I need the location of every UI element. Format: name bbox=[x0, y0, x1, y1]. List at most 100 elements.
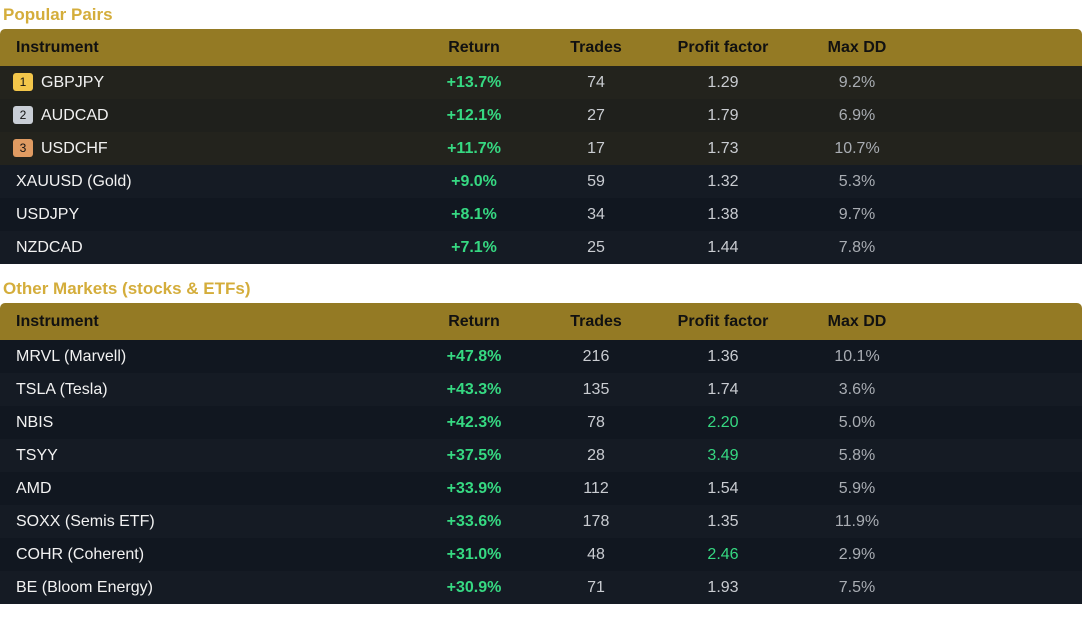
instrument-name: NZDCAD bbox=[16, 239, 83, 256]
profit-factor-cell: 1.38 bbox=[707, 206, 739, 223]
instrument-cell: 3 USDCHF bbox=[13, 132, 108, 165]
instrument-name: MRVL (Marvell) bbox=[16, 348, 127, 365]
max-dd-cell: 10.7% bbox=[834, 140, 880, 157]
profit-factor-cell: 3.49 bbox=[707, 447, 739, 464]
max-dd-cell: 9.7% bbox=[838, 206, 876, 223]
return-cell: +47.8% bbox=[446, 348, 502, 365]
profit-factor-cell: 2.20 bbox=[707, 414, 739, 431]
instrument-name: USDJPY bbox=[16, 206, 80, 223]
max-dd-cell: 7.8% bbox=[838, 239, 876, 256]
return-cell: +37.5% bbox=[446, 447, 502, 464]
max-dd-cell: 7.5% bbox=[838, 579, 876, 596]
table-row[interactable]: NZDCAD +7.1% 25 1.44 7.8% bbox=[0, 231, 1082, 264]
instrument-name: GBPJPY bbox=[41, 74, 105, 91]
header-trades[interactable]: Trades bbox=[570, 39, 622, 56]
return-cell: +9.0% bbox=[451, 173, 497, 190]
instrument-cell: 1 GBPJPY bbox=[13, 66, 104, 99]
return-cell: +7.1% bbox=[451, 239, 497, 256]
table-row[interactable]: BE (Bloom Energy) +30.9% 71 1.93 7.5% bbox=[0, 571, 1082, 604]
header-max-dd[interactable]: Max DD bbox=[827, 39, 887, 56]
header-instrument[interactable]: Instrument bbox=[16, 313, 99, 330]
table-row[interactable]: XAUUSD (Gold) +9.0% 59 1.32 5.3% bbox=[0, 165, 1082, 198]
header-max-dd[interactable]: Max DD bbox=[827, 313, 887, 330]
rank-badge: 2 bbox=[13, 106, 33, 124]
max-dd-cell: 10.1% bbox=[834, 348, 880, 365]
trades-cell: 112 bbox=[583, 480, 609, 497]
profit-factor-cell: 1.32 bbox=[707, 173, 739, 190]
popular-pairs-table: Instrument Return Trades Profit factor M… bbox=[0, 29, 1082, 264]
max-dd-cell: 9.2% bbox=[838, 74, 876, 91]
table-row[interactable]: 2 AUDCAD +12.1% 27 1.79 6.9% bbox=[0, 99, 1082, 132]
max-dd-cell: 5.8% bbox=[838, 447, 876, 464]
profit-factor-cell: 1.29 bbox=[707, 74, 739, 91]
max-dd-cell: 5.3% bbox=[838, 173, 876, 190]
table-header: Instrument Return Trades Profit factor M… bbox=[0, 303, 1082, 340]
max-dd-cell: 2.9% bbox=[838, 546, 876, 563]
profit-factor-cell: 1.74 bbox=[707, 381, 739, 398]
instrument-name: XAUUSD (Gold) bbox=[16, 173, 132, 190]
header-return[interactable]: Return bbox=[448, 313, 500, 330]
trades-cell: 25 bbox=[587, 239, 605, 256]
header-instrument[interactable]: Instrument bbox=[16, 39, 99, 56]
profit-factor-cell: 1.44 bbox=[707, 239, 739, 256]
rank-badge: 1 bbox=[13, 73, 33, 91]
table-row[interactable]: COHR (Coherent) +31.0% 48 2.46 2.9% bbox=[0, 538, 1082, 571]
trades-cell: 27 bbox=[587, 107, 605, 124]
header-return[interactable]: Return bbox=[448, 39, 500, 56]
return-cell: +13.7% bbox=[446, 74, 502, 91]
table-row[interactable]: USDJPY +8.1% 34 1.38 9.7% bbox=[0, 198, 1082, 231]
table-row[interactable]: TSLA (Tesla) +43.3% 135 1.74 3.6% bbox=[0, 373, 1082, 406]
return-cell: +11.7% bbox=[447, 140, 501, 157]
section-title-other-markets: Other Markets (stocks & ETFs) bbox=[3, 279, 251, 298]
trades-cell: 17 bbox=[587, 140, 605, 157]
table-row[interactable]: TSYY +37.5% 28 3.49 5.8% bbox=[0, 439, 1082, 472]
return-cell: +33.9% bbox=[446, 480, 502, 497]
table-row[interactable]: 1 GBPJPY +13.7% 74 1.29 9.2% bbox=[0, 66, 1082, 99]
trades-cell: 216 bbox=[582, 348, 610, 365]
profit-factor-cell: 1.79 bbox=[707, 107, 739, 124]
instrument-name: AMD bbox=[16, 480, 52, 497]
trades-cell: 48 bbox=[587, 546, 605, 563]
instrument-name: TSYY bbox=[16, 447, 58, 464]
table-row[interactable]: NBIS +42.3% 78 2.20 5.0% bbox=[0, 406, 1082, 439]
max-dd-cell: 5.9% bbox=[838, 480, 876, 497]
section-title-popular-pairs: Popular Pairs bbox=[3, 5, 113, 24]
return-cell: +30.9% bbox=[446, 579, 502, 596]
trades-cell: 74 bbox=[587, 74, 605, 91]
other-markets-table: Instrument Return Trades Profit factor M… bbox=[0, 303, 1082, 604]
instrument-cell: 2 AUDCAD bbox=[13, 99, 109, 132]
return-cell: +33.6% bbox=[446, 513, 502, 530]
return-cell: +43.3% bbox=[446, 381, 502, 398]
max-dd-cell: 3.6% bbox=[838, 381, 876, 398]
profit-factor-cell: 1.73 bbox=[707, 140, 739, 157]
header-profit-factor[interactable]: Profit factor bbox=[677, 313, 769, 330]
table-row[interactable]: SOXX (Semis ETF) +33.6% 178 1.35 11.9% bbox=[0, 505, 1082, 538]
profit-factor-cell: 1.93 bbox=[707, 579, 739, 596]
return-cell: +31.0% bbox=[446, 546, 502, 563]
trades-cell: 28 bbox=[587, 447, 605, 464]
return-cell: +42.3% bbox=[446, 414, 502, 431]
table-row[interactable]: 3 USDCHF +11.7% 17 1.73 10.7% bbox=[0, 132, 1082, 165]
table-header: Instrument Return Trades Profit factor M… bbox=[0, 29, 1082, 66]
instrument-name: COHR (Coherent) bbox=[16, 546, 145, 563]
profit-factor-cell: 2.46 bbox=[707, 546, 739, 563]
profit-factor-cell: 1.36 bbox=[707, 348, 739, 365]
return-cell: +8.1% bbox=[451, 206, 497, 223]
instrument-name: SOXX (Semis ETF) bbox=[16, 513, 155, 530]
header-profit-factor[interactable]: Profit factor bbox=[677, 39, 769, 56]
header-trades[interactable]: Trades bbox=[570, 313, 622, 330]
trades-cell: 178 bbox=[582, 513, 610, 530]
profit-factor-cell: 1.35 bbox=[707, 513, 739, 530]
trades-cell: 78 bbox=[587, 414, 605, 431]
instrument-name: AUDCAD bbox=[41, 107, 109, 124]
table-row[interactable]: MRVL (Marvell) +47.8% 216 1.36 10.1% bbox=[0, 340, 1082, 373]
instrument-name: NBIS bbox=[16, 414, 54, 431]
trades-cell: 71 bbox=[587, 579, 605, 596]
trades-cell: 34 bbox=[587, 206, 605, 223]
rank-badge: 3 bbox=[13, 139, 33, 157]
max-dd-cell: 6.9% bbox=[838, 107, 876, 124]
trades-cell: 59 bbox=[587, 173, 605, 190]
table-row[interactable]: AMD +33.9% 112 1.54 5.9% bbox=[0, 472, 1082, 505]
max-dd-cell: 5.0% bbox=[838, 414, 876, 431]
max-dd-cell: 11.9% bbox=[834, 513, 880, 530]
